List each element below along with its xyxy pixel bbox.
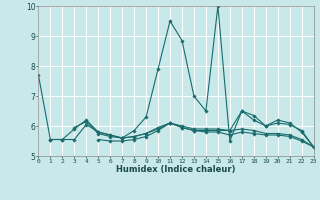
X-axis label: Humidex (Indice chaleur): Humidex (Indice chaleur) <box>116 165 236 174</box>
